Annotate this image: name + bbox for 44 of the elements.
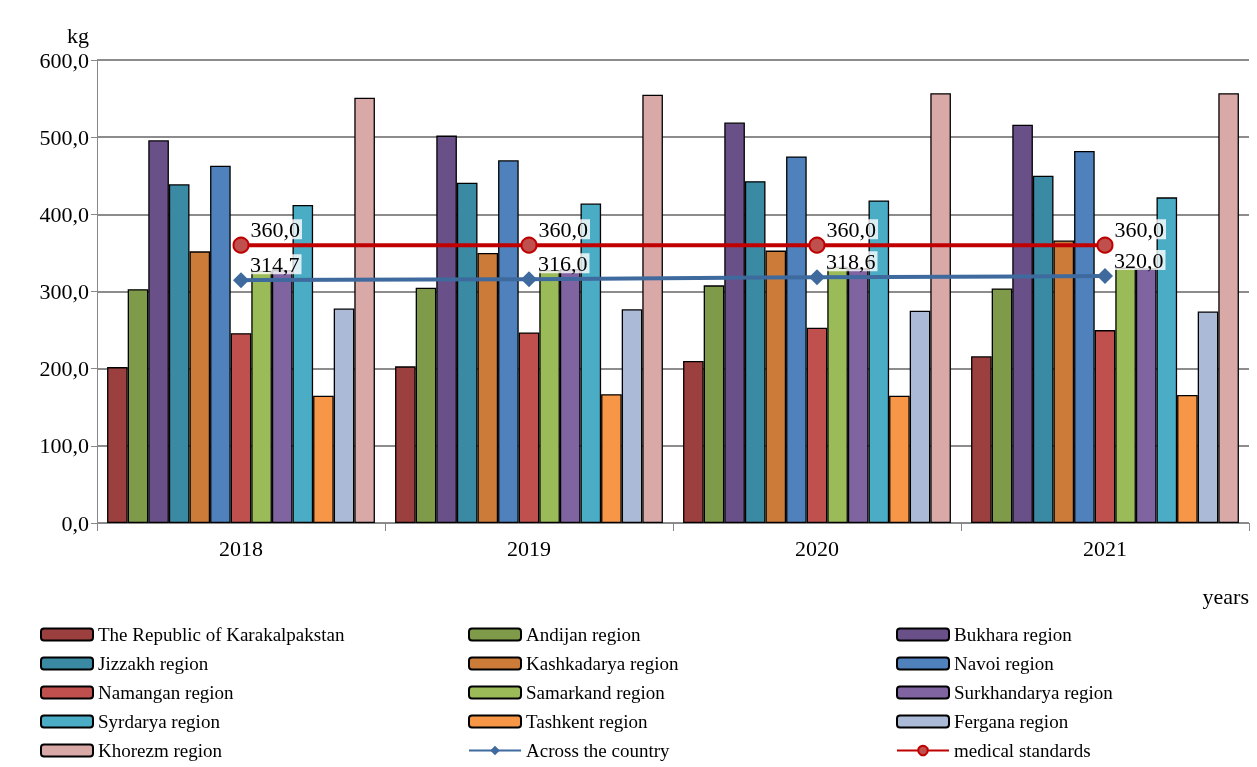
legend-label: Samarkand region — [526, 682, 666, 703]
legend-label: Fergana region — [954, 711, 1069, 732]
legend-label: Namangan region — [98, 682, 235, 703]
point — [232, 236, 250, 254]
data-label: 360,0 — [826, 216, 876, 242]
y-tick-label: 200,0 — [39, 356, 89, 382]
data-label: 360,0 — [1114, 216, 1164, 242]
x-tick-label: 2018 — [219, 535, 263, 561]
x-tick-label: 2019 — [507, 535, 551, 561]
y-tick-label: 400,0 — [39, 201, 89, 227]
data-label: 314,7 — [250, 251, 300, 277]
legend-label: Across the country — [526, 740, 671, 761]
point — [1097, 268, 1113, 285]
point — [520, 236, 538, 254]
point — [809, 269, 825, 286]
y-axis-title: kg — [67, 22, 89, 48]
data-label: 318,6 — [826, 248, 876, 274]
legend-label: Andijan region — [526, 624, 641, 645]
y-tick-label: 0,0 — [61, 510, 89, 536]
legend-label: Bukhara region — [954, 624, 1073, 645]
y-tick-label: 100,0 — [39, 433, 89, 459]
data-label: 360,0 — [250, 216, 300, 242]
legend-label: Surkhandarya region — [954, 682, 1114, 703]
y-tick-label: 500,0 — [39, 124, 89, 150]
legend-label: Navoi region — [954, 653, 1055, 674]
point — [808, 236, 826, 254]
point — [233, 272, 249, 289]
x-axis-title: years — [1202, 583, 1249, 609]
point — [521, 271, 537, 288]
legend-label: Tashkent region — [526, 711, 649, 732]
legend-label: The Republic of Karakalpakstan — [98, 624, 345, 645]
legend-label: Khorezm region — [98, 740, 223, 761]
legend-label: Syrdarya region — [98, 711, 221, 732]
point — [1096, 236, 1114, 254]
x-tick-label: 2021 — [1083, 535, 1127, 561]
y-tick-label: 300,0 — [39, 279, 89, 304]
data-label: 316,0 — [538, 250, 588, 276]
legend-label: Jizzakh region — [98, 653, 209, 674]
data-label: 360,0 — [538, 216, 588, 242]
y-tick-label: 600,0 — [39, 47, 89, 73]
x-tick-label: 2020 — [795, 535, 839, 561]
data-label: 320,0 — [1114, 247, 1164, 273]
legend-label: Kashkadarya region — [526, 653, 679, 674]
legend-label: medical standards — [954, 740, 1091, 761]
